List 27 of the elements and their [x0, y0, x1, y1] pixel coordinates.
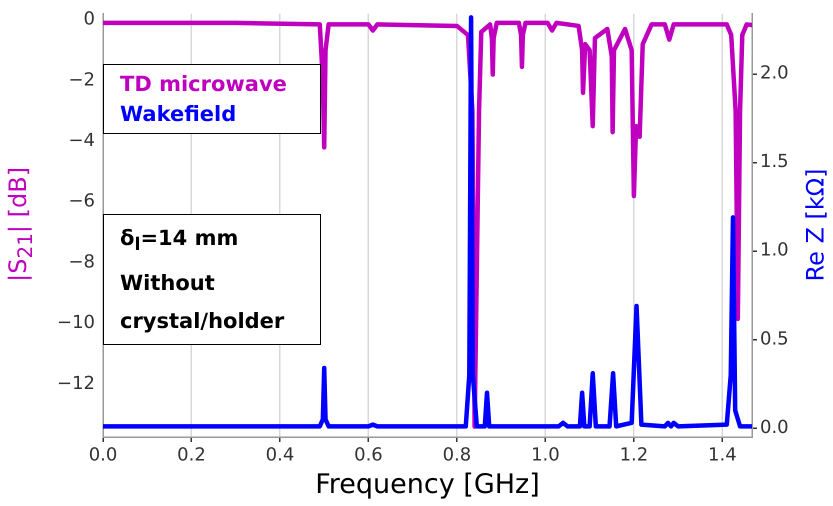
y2-axis-title: Re Z [kΩ] — [801, 168, 830, 282]
y2-tick-label: 0.5 — [760, 328, 789, 350]
y-tick-label: −2 — [68, 69, 95, 90]
x-axis-title: Frequency [GHz] — [315, 468, 540, 500]
series-label: TD microwave — [120, 71, 288, 98]
x-tick-label: 0.4 — [266, 444, 294, 466]
y2-tick-label: 2.0 — [760, 62, 789, 84]
text: Wakefield — [120, 101, 238, 128]
x-tick-label: 1.2 — [620, 444, 648, 466]
y2-tick-label: 1.0 — [760, 240, 789, 261]
y-tick-label: −12 — [57, 372, 95, 394]
x-tick-label: 1.0 — [531, 444, 560, 466]
x-tick-label: 0.0 — [88, 444, 118, 466]
annotation: δ$_{l}$=14 mm — [120, 225, 240, 258]
y2-tick-label: 0.0 — [760, 416, 789, 438]
x-tick-label: 1.4 — [708, 444, 737, 466]
y-tick-label: −10 — [57, 312, 95, 334]
annotation: Without — [120, 270, 216, 298]
x-tick-label: 0.8 — [442, 444, 472, 466]
x-tick-label: 0.2 — [177, 444, 206, 466]
y-tick-label: −6 — [68, 190, 95, 212]
y2-tick-label: 1.5 — [760, 151, 789, 172]
annotation: crystal/holder — [120, 308, 286, 336]
y-tick-label: 0 — [84, 8, 95, 30]
y-tick-label: −4 — [68, 130, 95, 151]
x-tick-label: 0.6 — [354, 444, 383, 466]
y-tick-label: −8 — [68, 251, 95, 272]
